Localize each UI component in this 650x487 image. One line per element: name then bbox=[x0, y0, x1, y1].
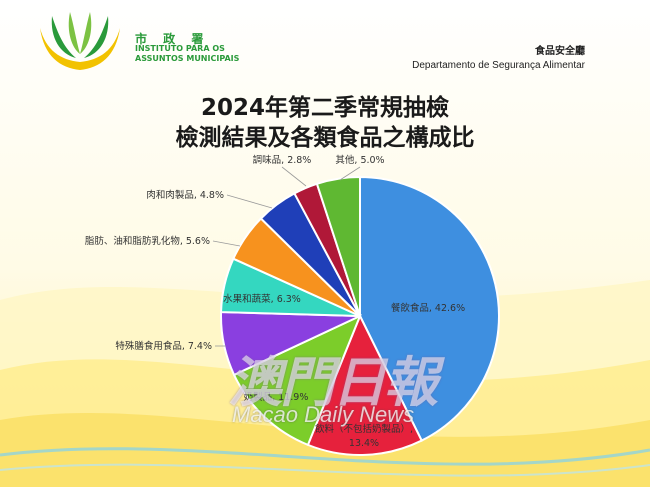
department-name-cn: 食品安全廳 bbox=[535, 46, 585, 57]
slice-label-1: 飲料（不包括奶製品）, 13.4% bbox=[315, 423, 413, 449]
slice-label-6: 肉和肉製品, 4.8% bbox=[146, 189, 224, 201]
chart-subtitle: 檢測結果及各類食品之構成比 bbox=[175, 125, 475, 151]
slice-label-3: 特殊膳食用食品, 7.4% bbox=[115, 340, 212, 352]
org-name-pt-line2: ASSUNTOS MUNICIPAIS bbox=[135, 54, 240, 63]
pie-slice-8 bbox=[315, 175, 361, 317]
slice-label-7: 調味品, 2.8% bbox=[253, 154, 312, 166]
leader-line-8 bbox=[339, 166, 361, 181]
leader-line-6 bbox=[226, 194, 273, 209]
slice-label-0: 餐飲食品, 42.6% bbox=[391, 302, 465, 314]
slice-label-4: 水果和蔬菜, 6.3% bbox=[223, 293, 301, 305]
slice-label-5: 脂肪、油和脂肪乳化物, 5.6% bbox=[85, 235, 210, 247]
iam-logo bbox=[40, 12, 120, 70]
org-name-pt-line1: INSTITUTO PARA OS bbox=[135, 44, 225, 53]
watermark-cn: 澳門日報 bbox=[228, 350, 438, 414]
leader-line-7 bbox=[281, 166, 307, 187]
department-name-pt: Departamento de Segurança Alimentar bbox=[412, 60, 585, 71]
pie-slice-1 bbox=[306, 313, 423, 456]
pie-slice-0 bbox=[359, 175, 500, 442]
leader-line-5 bbox=[212, 240, 241, 247]
watermark-en: Macao Daily News bbox=[232, 402, 415, 427]
org-name-cn: 市 政 署 bbox=[135, 32, 210, 46]
slice-label-8: 其他, 5.0% bbox=[335, 154, 384, 166]
chart-title: 2024年第二季常規抽檢 bbox=[200, 95, 449, 121]
pie-slice-2 bbox=[232, 314, 362, 447]
slice-label-2: 奶製品, 11.9% bbox=[244, 391, 309, 403]
